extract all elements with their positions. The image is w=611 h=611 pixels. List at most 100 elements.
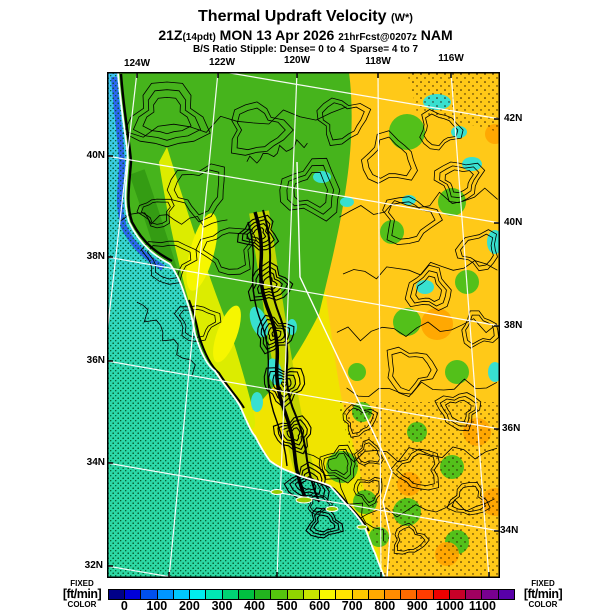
colorbar-tick: 300 [211,599,233,611]
colorbar-segment [157,590,174,599]
colorbar-segment [303,590,321,599]
contour-path [236,214,280,251]
lat-label-left-36n: 36N [86,355,105,366]
colorbar-segment [352,590,369,599]
thermal-updraft-map-canvas [78,71,509,579]
colorbar-tick: 0 [120,599,128,611]
contour-path [395,453,436,487]
contour-path [356,479,380,504]
colorbar-segment [125,590,142,599]
title-units: (W*) [390,12,413,24]
lon-label-120w: 120W [283,55,311,66]
contour-path [305,507,344,539]
lat-label-left-38n: 38N [86,251,105,262]
colorbar-tick-labels: 0 100 200 300 400 500 600 700 800 900 1000 1100 [108,599,515,611]
contour-path [444,399,472,423]
lat-label-right-40n: 40N [504,217,523,228]
contour-path [444,169,474,194]
contour-path [353,476,383,507]
contour-path [346,378,498,398]
contour-path [309,494,330,513]
contour-path [409,270,447,307]
contour-path [367,136,412,179]
contour-path [454,229,498,272]
colorbar-right-label: FIXED [ft/min] COLOR [517,580,569,609]
contour-path [173,169,220,216]
contour-path [415,275,442,302]
colorbar-color-label: COLOR [67,599,97,609]
lat-label-left-40n: 40N [86,150,105,161]
contour-path [246,139,308,164]
page-title: Thermal Updraft Velocity (W*) [0,8,611,26]
open-contour-lines [121,106,498,542]
contour-path [389,448,440,491]
contour-path [252,265,289,298]
contour-path [142,96,192,135]
contour-path [277,419,308,451]
contour-path [132,89,202,141]
colorbar-segment [206,590,223,599]
lat-label-right-38n: 38N [504,320,523,331]
contour-path [279,157,341,222]
colorbar-segment [417,590,434,599]
contour-path [339,187,498,218]
contour-path [126,106,347,138]
subtitle-local-time: (14pdt) [182,32,216,43]
contour-path [451,485,486,513]
colorbar-tick: 600 [309,599,331,611]
colorbar-segment [109,590,126,599]
ocean-region [107,72,385,578]
contour-path [303,452,385,542]
colorbar-segment [401,590,418,599]
colorbar-tick: 400 [244,599,265,611]
lat-label-left-34n: 34N [86,457,105,468]
contour-path [461,310,500,349]
contour-path [342,446,498,463]
colorbar-segment [222,590,239,599]
colorbar-segment [384,590,402,599]
contour-path [121,212,228,228]
lon-label-118w: 118W [365,56,391,67]
contour-path [293,171,329,208]
contour-path [202,232,251,270]
lon-label-116w: 116W [438,53,464,64]
state-border [296,161,393,579]
contour-path [354,439,384,466]
channel-islands [270,489,368,530]
colorbar-segment [449,590,467,599]
colorbar-segment [433,590,450,599]
colorbar-mode-label: FIXED [70,579,94,588]
contour-path [360,130,418,184]
lat-label-left-32n: 32N [84,560,103,571]
contour-path [465,314,495,345]
coastline-and-borders [117,71,393,579]
axis-ticks [107,72,500,578]
colorbar-units-label: [ft/min] [523,587,563,601]
contour-path [327,453,349,476]
subtitle-model: NAM [416,27,453,43]
contour-path [387,201,436,240]
contour-path [357,442,381,464]
colorbar-segment [368,590,385,599]
colorbar [108,589,515,600]
colorbar-units-label: [ft/min] [62,587,102,601]
colorbar-tick: 500 [276,599,298,611]
colorbar-segment [466,590,483,599]
contour-path [419,109,464,151]
lat-label-right-34n: 34N [500,525,519,536]
forecast-map [78,71,509,579]
colorbar-segment [287,590,304,599]
colorbar-left-label: FIXED [ft/min] COLOR [56,580,108,609]
contour-path [140,240,198,285]
contour-path [321,102,365,141]
contour-path [140,201,171,225]
contour-lines [123,81,500,555]
contour-path [439,165,480,199]
coastline [117,71,386,579]
contour-path [178,308,217,338]
contour-path [263,367,306,409]
colorbar-segment [238,590,256,599]
colorbar-segment [190,590,207,599]
contour-path [316,97,372,146]
